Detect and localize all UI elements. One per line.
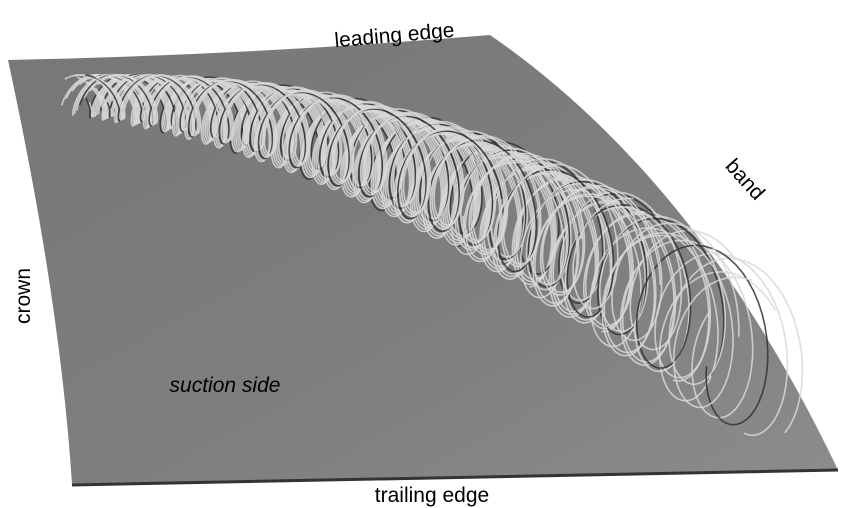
crown-label: crown — [12, 268, 35, 324]
trailing-edge-label: trailing edge — [375, 484, 489, 507]
scene: leading edge band crown suction side tra… — [0, 0, 843, 508]
band-label: band — [721, 155, 769, 205]
suction-side-label: suction side — [170, 374, 281, 397]
